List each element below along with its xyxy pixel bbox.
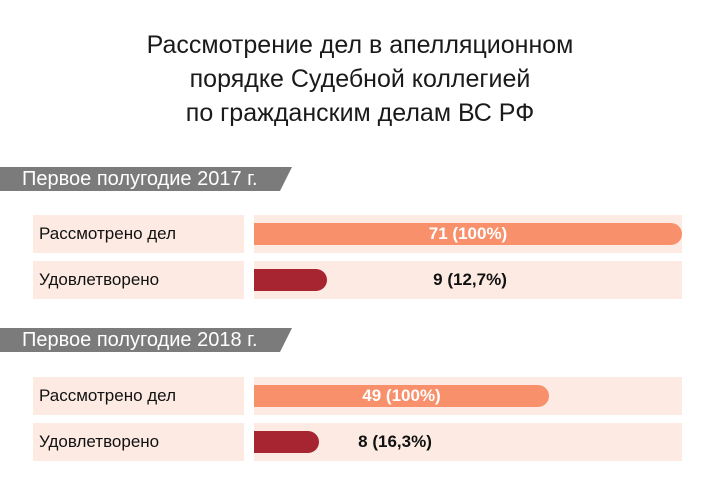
data-label: 49 (100%): [362, 386, 441, 405]
bar-row: Удовлетворено 9 (12,7%): [0, 261, 720, 299]
bar-track: 9 (12,7%): [254, 261, 682, 299]
chart-title-line: Рассмотрение дел в апелляционном: [146, 31, 574, 59]
row-label: Удовлетворено: [39, 432, 160, 451]
bar-track: 49 (100%): [254, 377, 682, 415]
row-label-box: Удовлетворено: [33, 261, 244, 299]
row-label-box: Удовлетворено: [33, 423, 244, 461]
bar: [254, 431, 319, 453]
data-label: 9 (12,7%): [433, 270, 507, 289]
bar-track: 71 (100%): [254, 215, 682, 253]
data-label: 71 (100%): [428, 224, 508, 243]
row-label: Удовлетворено: [39, 270, 160, 289]
row-label: Рассмотрено дел: [39, 224, 176, 243]
bar: [254, 385, 549, 407]
bar-row: Рассмотрено дел 49 (100%): [0, 377, 720, 415]
row-label-box: Рассмотрено дел: [33, 377, 244, 415]
chart-title-line: по гражданским делам ВС РФ: [185, 99, 535, 127]
period-header-2017: Первое полугодие 2017 г.: [0, 167, 292, 191]
bar-track: 8 (16,3%): [254, 423, 682, 461]
row-label-box: Рассмотрено дел: [33, 215, 244, 253]
bar-row: Рассмотрено дел 71 (100%): [0, 215, 720, 253]
bar: [254, 223, 682, 245]
period-header-2018: Первое полугодие 2018 г.: [0, 328, 292, 352]
chart-title: Рассмотрение дел в апелляционном порядке…: [0, 28, 720, 130]
row-label: Рассмотрено дел: [39, 386, 176, 405]
bar-row: Удовлетворено 8 (16,3%): [0, 423, 720, 461]
bar: [254, 269, 327, 291]
chart-title-line: порядке Судебной коллегией: [189, 65, 531, 93]
data-label: 8 (16,3%): [358, 432, 432, 451]
